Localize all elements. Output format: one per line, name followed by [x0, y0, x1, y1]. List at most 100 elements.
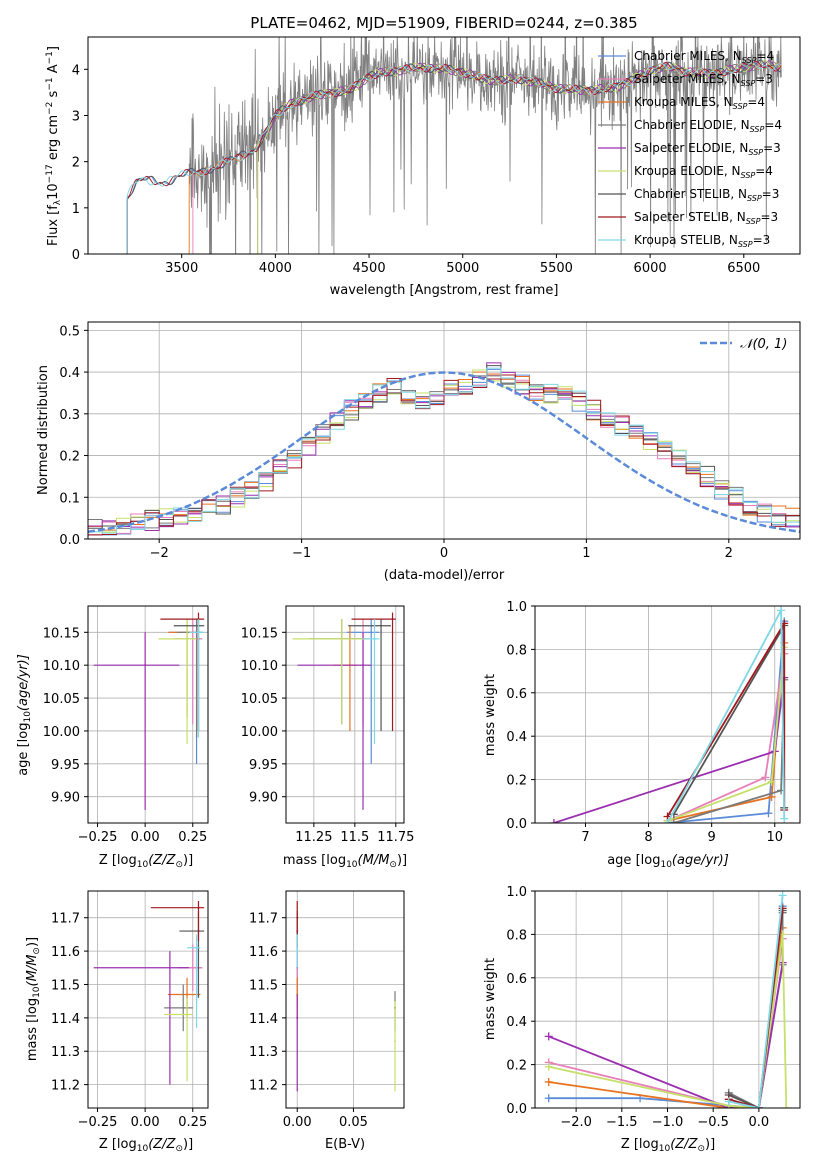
spectrum-ticks: 3500 4000 4500 5000 5500 6000 6500 0 1 2 3 4 — [72, 63, 761, 276]
hist-xtick-label-3: 1 — [582, 546, 590, 561]
p8-marker-8-1 — [754, 1104, 763, 1108]
spectrum-ytick-label-4: 4 — [72, 63, 80, 78]
p7-ytick-label-5: 11.7 — [249, 912, 278, 927]
p6-xtick-label-2: 0.25 — [178, 1115, 207, 1130]
p4-ytick-label-4: 10.10 — [241, 659, 278, 674]
p4-ytick-label-1: 9.95 — [249, 758, 278, 773]
p6-point-8 — [195, 946, 198, 949]
p4-point-0 — [370, 631, 373, 634]
spectrum-xtick-label-6: 6500 — [727, 261, 760, 276]
weight-vs-Z-panel: −2.0 −1.5 −1.0 −0.5 0.0 0.0 0.2 0.4 0.6 0.8 1.0 — [506, 885, 801, 1130]
legend-label-sub: SSP — [741, 171, 756, 180]
legend-label-val: =4 — [764, 118, 782, 132]
p4-ytick-label-0: 9.90 — [249, 791, 278, 806]
p4-ytick-label-5: 10.15 — [241, 626, 278, 641]
hist-xtick-label-0: −2 — [150, 546, 169, 561]
p6-xtick-label-0: −0.25 — [78, 1115, 118, 1130]
p7-plot — [296, 901, 397, 1092]
spectrum-plot-area — [126, 37, 782, 254]
legend-label-val: =3 — [753, 233, 771, 247]
model-line-8 — [126, 62, 782, 254]
legend-label-5: Kroupa ELODIE, NSSP=4 — [634, 164, 773, 180]
p6-point-2 — [186, 993, 189, 996]
legend-label-val: =4 — [756, 49, 774, 63]
observed-spectrum — [188, 37, 782, 254]
figure-title: PLATE=0462, MJD=51909, FIBERID=0244, z=0… — [250, 14, 637, 32]
p4-plot — [292, 612, 396, 810]
spectrum-xtick-label-0: 3500 — [165, 261, 198, 276]
legend-label-sub: SSP — [733, 102, 748, 111]
p7-ytick-label-1: 11.3 — [249, 1045, 278, 1060]
p3-ytick-label-3: 10.05 — [43, 692, 80, 707]
p3-ytick-label-1: 9.95 — [51, 758, 80, 773]
p8-ylabel: mass weight — [483, 958, 498, 1040]
p3-point-5 — [186, 637, 189, 640]
p6-ytick-label-1: 11.3 — [51, 1045, 80, 1060]
p5-ytick-label-5: 1.0 — [506, 600, 527, 615]
p4-xtick-label-1: 11.5 — [340, 830, 369, 845]
p5-ytick-label-0: 0.0 — [506, 817, 527, 832]
p8-ytick-label-4: 0.8 — [506, 928, 527, 943]
legend-label-text: Chabrier ELODIE, N — [634, 118, 750, 132]
hist-ytick-label-4: 0.4 — [59, 366, 80, 381]
p8-marker-0-0 — [544, 1094, 553, 1103]
legend-label-sub: SSP — [746, 217, 761, 226]
age-vs-mass-panel: 11.25 11.5 11.75 9.90 9.95 10.00 10.05 10.10 10.… — [241, 605, 414, 845]
p4-point-6 — [380, 624, 383, 627]
p8-series-5 — [548, 934, 788, 1108]
hist-ytick-label-2: 0.2 — [59, 450, 80, 465]
p6-point-7 — [197, 906, 200, 909]
p6-ytick-label-5: 11.7 — [51, 912, 80, 927]
p5-plot — [549, 606, 789, 823]
p3-ytick-label-2: 10.00 — [43, 725, 80, 740]
legend-label-text: Salpeter STELIB, N — [634, 210, 746, 224]
model-line-3 — [257, 61, 781, 254]
p8-marker-8-0 — [724, 1097, 733, 1106]
spectrum-ylabel: Flux [fλ10−17 erg cm−2 s−1 A−1] — [45, 46, 63, 246]
legend-label-1: Salpeter MILES, NSSP=3 — [634, 72, 773, 88]
p4-xlabel: mass [log10(M/M⊙)] — [283, 853, 407, 870]
p5-marker-8-1 — [777, 606, 786, 615]
legend-label-sub: SSP — [738, 240, 753, 249]
p5-marker-8-0 — [663, 819, 672, 823]
p7-ytick-label-3: 11.5 — [249, 978, 278, 993]
legend-label-sub: SSP — [750, 125, 765, 134]
legend-label-8: Kroupa STELIB, NSSP=3 — [634, 233, 770, 249]
p7-frame — [285, 890, 405, 1109]
legend-label-text: Salpeter ELODIE, N — [634, 141, 748, 155]
p5-marker-3-0 — [669, 819, 678, 823]
p4-xtick-label-0: 11.25 — [295, 830, 332, 845]
p8-xlabel: Z [log10(Z/Z⊙)] — [621, 1137, 715, 1154]
p7-xtick-label-1: 0.05 — [339, 1115, 368, 1130]
spectrum-panel: 3500 4000 4500 5000 5500 6000 6500 0 1 2 3 4 wavele… — [45, 36, 801, 298]
p5-series-7 — [666, 620, 786, 817]
legend-label-3: Chabrier ELODIE, NSSP=4 — [634, 118, 782, 134]
gaussian-legend-label: 𝒩(0, 1) — [740, 337, 787, 352]
p4-point-4 — [362, 664, 365, 667]
p3-xtick-label-2: 0.25 — [178, 830, 207, 845]
p3-frame — [87, 605, 209, 824]
legend-label-0: Chabrier MILES, NSSP=4 — [634, 49, 774, 65]
p8-marker-2-0 — [544, 1077, 553, 1086]
p8-ytick-label-1: 0.2 — [506, 1059, 527, 1074]
p8-series-7 — [728, 908, 784, 1108]
legend-label-text: Chabrier MILES, N — [634, 49, 742, 63]
p8-ytick-label-0: 0.0 — [506, 1102, 527, 1117]
p3-xlabel: Z [log10(Z/Z⊙)] — [99, 853, 193, 870]
p3-plot — [93, 612, 205, 810]
legend-label-7: Salpeter STELIB, NSSP=3 — [634, 210, 778, 226]
p3-ylabel: age [log10(age/yr)] — [16, 654, 33, 776]
p7-point-8 — [296, 950, 299, 953]
spectrum-axes-frame — [87, 36, 801, 255]
p8-series-8 — [728, 895, 784, 1108]
p8-xtick-label-0: −2.0 — [560, 1115, 592, 1130]
spectrum-xlabel: wavelength [Angstrom, rest frame] — [330, 283, 559, 298]
p6-point-4 — [168, 966, 171, 969]
legend-label-sub: SSP — [747, 194, 762, 203]
p5-ylabel: mass weight — [483, 674, 498, 756]
p5-ytick-label-4: 0.8 — [506, 643, 527, 658]
spectrum-ytick-label-3: 3 — [72, 109, 80, 124]
hist-xtick-label-4: 2 — [725, 546, 733, 561]
p7-point-5 — [394, 1040, 397, 1043]
